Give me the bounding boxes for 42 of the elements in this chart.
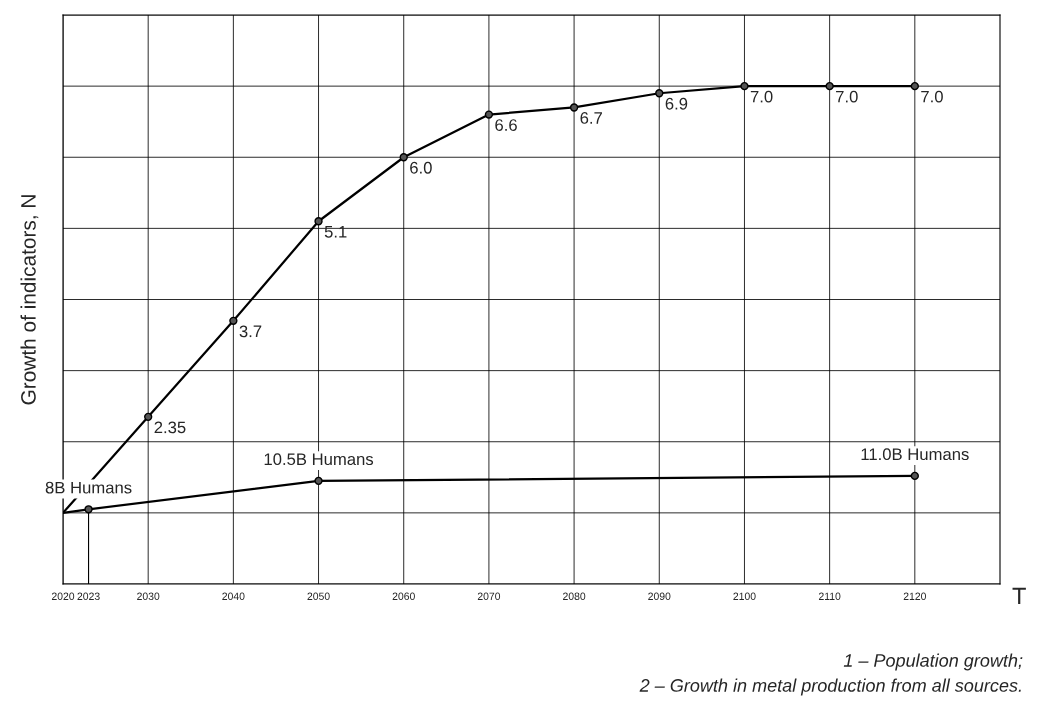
annotation: 10.5B Humans: [264, 453, 374, 466]
point: [144, 412, 153, 422]
x-tick-label: 2110: [818, 592, 841, 600]
data-label: 5.1: [324, 226, 347, 238]
x-tick-label: 2080: [563, 592, 586, 600]
data-label: 2.35: [154, 421, 186, 434]
x-tick-label: 2090: [648, 592, 671, 600]
point: [740, 81, 749, 91]
point: [399, 153, 408, 162]
x-tick-label: 2060: [392, 592, 415, 600]
point: [84, 505, 93, 514]
point: [825, 81, 834, 91]
text: 1 – Population growth;: [843, 653, 1023, 671]
point: [229, 316, 238, 326]
x-tick-label: 2070: [477, 592, 501, 600]
x-tick-label: 2050: [307, 592, 330, 600]
x-axis-title: T: [1012, 587, 1026, 605]
x-tick-label: 2100: [733, 592, 756, 600]
data-label: 7.0: [750, 90, 773, 103]
point: [910, 81, 919, 91]
point: [569, 103, 579, 112]
x-tick-label: 2120: [903, 592, 926, 600]
point: [314, 217, 323, 226]
data-label: 7.0: [836, 90, 858, 103]
point: [314, 476, 323, 486]
data-label: 6.6: [495, 119, 517, 131]
point: [655, 89, 664, 98]
x-tick-label: 2023: [77, 592, 100, 600]
data-label: 6.9: [665, 97, 688, 110]
annotation: 11.0B Humans: [861, 448, 969, 461]
point: [484, 110, 494, 119]
data-label: 6.0: [410, 161, 432, 174]
x-tick-label: 2020: [51, 592, 75, 600]
data-label: 3.7: [239, 325, 262, 338]
annotation: 8B Humans: [45, 481, 132, 494]
x-tick-label: 2030: [137, 592, 160, 600]
y-axis-title: Growth of indicators, N: [20, 195, 39, 405]
data-label: 7.0: [921, 90, 943, 103]
text: 2 – Growth in metal production from all sources.: [639, 678, 1021, 696]
point: [910, 471, 919, 481]
data-label: 6.7: [580, 112, 602, 124]
x-tick-label: 2040: [222, 592, 245, 600]
